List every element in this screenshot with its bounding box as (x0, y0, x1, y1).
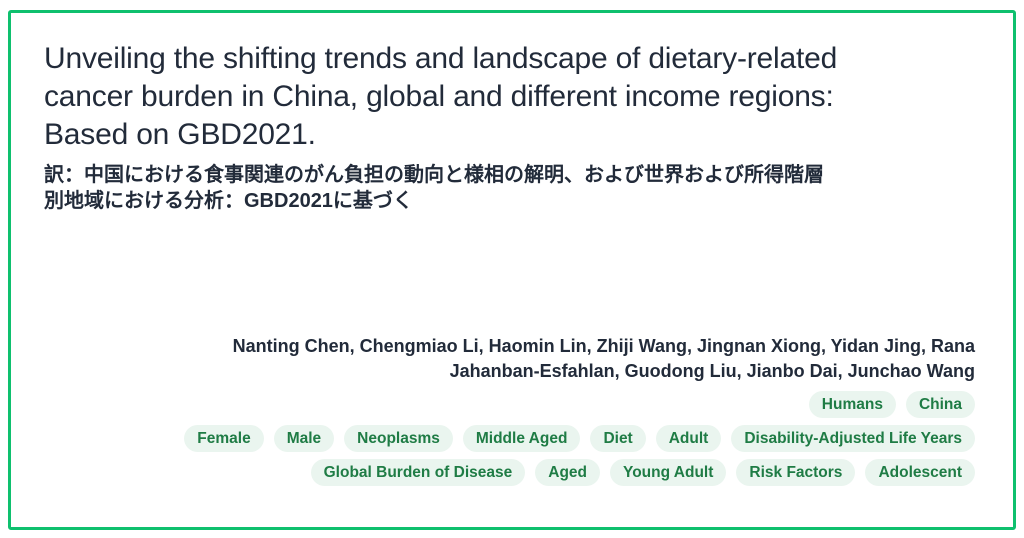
paper-title-japanese-translation: 訳：中国における食事関連のがん負担の動向と様相の解明、および世界および所得階層別… (44, 164, 824, 212)
tag-chip[interactable]: Adolescent (865, 459, 975, 486)
tag-chip[interactable]: Humans (808, 391, 896, 418)
tag-chip[interactable]: China (905, 391, 975, 418)
tag-chip[interactable]: Global Burden of Disease (310, 459, 526, 486)
tag-chip[interactable]: Diet (590, 425, 646, 452)
paper-title: Unveiling the shifting trends and landsc… (44, 42, 838, 151)
tag-chip[interactable]: Middle Aged (462, 425, 581, 452)
tag-chip[interactable]: Aged (535, 459, 600, 486)
tag-chip[interactable]: Adult (655, 425, 722, 452)
tag-rows: Humans China Female Male Neoplasms Middle Age… (44, 391, 975, 486)
tag-chip[interactable]: Young Adult (610, 459, 727, 486)
tag-chip[interactable]: Disability-Adjusted Life Years (731, 425, 975, 452)
tag-row: Humans China (44, 391, 975, 418)
tag-chip[interactable]: Risk Factors (736, 459, 856, 486)
paper-card[interactable]: Unveiling the shifting trends and landsc… (8, 10, 1016, 530)
tag-chip[interactable]: Male (273, 425, 335, 452)
paper-authors: Nanting Chen, Chengmiao Li, Haomin Lin, … (232, 336, 975, 381)
tag-row: Global Burden of Disease Aged Young Adult R… (44, 459, 975, 486)
tag-row: Female Male Neoplasms Middle Aged Diet Adult D… (44, 425, 975, 452)
tag-chip[interactable]: Female (184, 425, 264, 452)
tag-chip[interactable]: Neoplasms (344, 425, 453, 452)
